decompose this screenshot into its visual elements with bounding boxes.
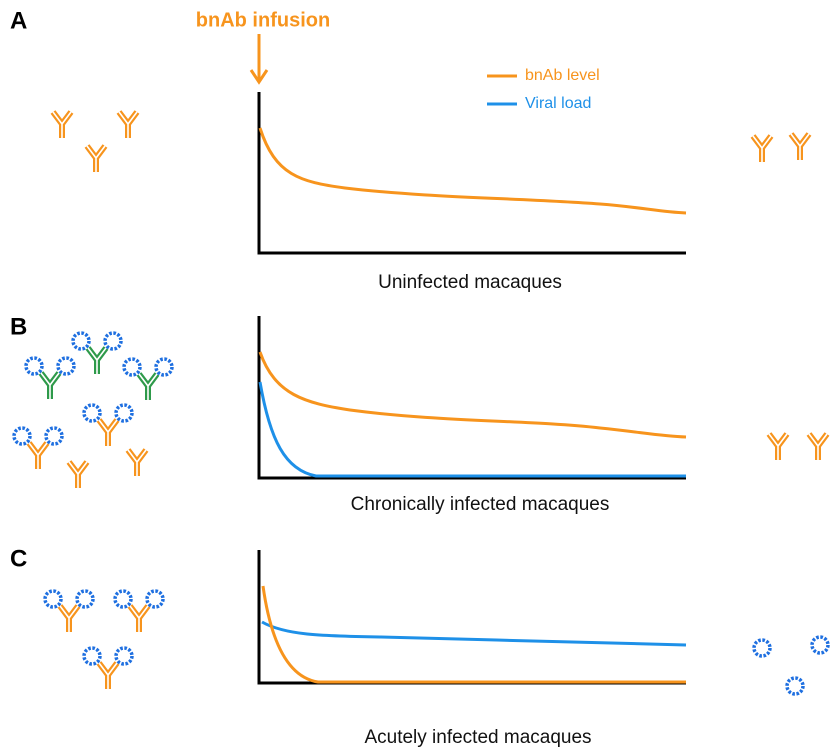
axes <box>259 92 686 253</box>
arrow <box>251 34 267 82</box>
caption: Chronically infected macaques <box>351 494 610 515</box>
legend-label: Viral load <box>525 95 591 112</box>
legend-label: bnAb level <box>525 67 600 84</box>
figure: bnAb infusion bnAb level Viral load A Un… <box>0 0 832 751</box>
antibodies <box>53 112 809 172</box>
panel-label: A <box>10 7 27 34</box>
annotation: bnAb infusion <box>196 9 330 31</box>
antibodies <box>45 591 828 694</box>
bnab-curve <box>260 352 686 437</box>
caption: Acutely infected macaques <box>364 727 591 748</box>
panel-label: B <box>10 313 27 340</box>
antibodies <box>14 333 827 488</box>
axes <box>259 316 686 478</box>
viral-curve <box>262 622 686 645</box>
bnab-curve <box>260 128 686 213</box>
axes <box>259 550 686 683</box>
caption: Uninfected macaques <box>378 272 562 293</box>
panel-label: C <box>10 545 27 572</box>
